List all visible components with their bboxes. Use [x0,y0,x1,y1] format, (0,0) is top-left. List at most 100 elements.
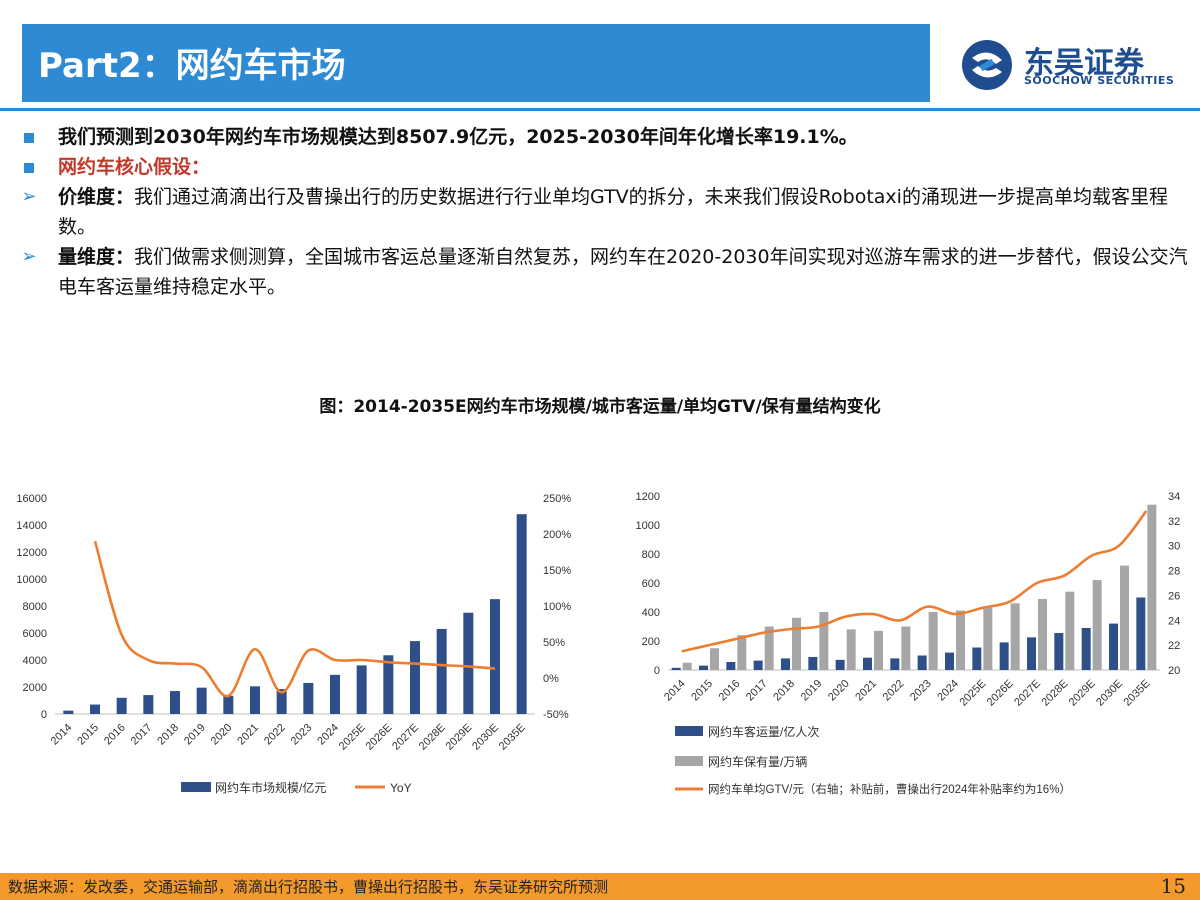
x-tick-label: 2019 [182,722,208,748]
bar-2029E [463,612,474,714]
legend-label-market-size: 网约车市场规模/亿元 [215,780,326,795]
x-tick-label: 2028E [1039,678,1070,709]
y-right-tick-label: 34 [1168,491,1180,503]
bar-2019 [819,612,829,670]
legend-label-gtv: 网约车单均GTV/元（右轴；补贴前，曹操出行2024年补贴率约为16%） [708,782,1071,796]
bar-2020 [835,659,845,670]
bar-2014 [671,667,681,670]
x-tick-label: 2035E [497,722,528,753]
x-tick-label: 2028E [417,722,448,753]
bar-2017 [753,660,763,670]
line-series-right [681,510,1148,653]
y-left-tick-label: 200 [642,636,660,648]
bar-2024 [956,610,965,670]
bar-2015 [699,665,708,670]
bullet-forecast: 我们预测到2030年网约车市场规模达到8507.9亿元，2025-2030年间年… [12,122,1192,152]
bar-2029E [1092,580,1102,670]
page-number: 15 [1160,874,1186,898]
footer-bar: 数据来源：发改委，交通运输部，滴滴出行招股书，曹操出行招股书，东吴证券研究所预测… [0,873,1200,900]
x-tick-label: 2021 [853,678,879,704]
figure-title: 图：2014-2035E网约车市场规模/城市客运量/单均GTV/保有量结构变化 [319,397,881,417]
market-size-chart: 0 2000 4000 6000 8000 10000 12000 14000 16000 -50… [16,493,571,795]
bar-2021 [863,657,872,670]
bullet-list: 我们预测到2030年网约车市场规模达到8507.9亿元，2025-2030年间年… [12,122,1192,302]
y-left-tick-label: 14000 [16,520,47,532]
y-left-tick-label: 1200 [636,491,660,503]
x-tick-label: 2018 [771,678,797,704]
x-tick-label: 2015 [689,678,715,704]
y-right-tick-label: 0% [543,673,559,685]
legend-swatch-passenger-volume [675,726,703,736]
y-left-tick-label: 12000 [16,547,47,559]
bar-2016 [726,662,736,670]
x-tick-label: 2030E [470,722,501,753]
x-tick-label: 2018 [155,722,181,748]
x-tick-label: 2019 [799,678,825,704]
bar-2027E [1027,637,1036,670]
volume-dimension-text: 我们做需求侧测算，全国城市客运总量逐渐自然复苏，网约车在2020-2030年间实… [58,246,1188,298]
y-left-tick-label: 800 [642,549,660,561]
bar-2026E [1010,603,1020,670]
price-dimension-text: 我们通过滴滴出行及曹操出行的历史数据进行行业单均GTV的拆分，未来我们假设Rob… [58,186,1168,238]
bar-2016 [737,635,747,670]
y-right-tick-label: 20 [1168,665,1180,677]
bar-2022 [901,626,911,670]
bar-2019 [808,656,818,670]
forecast-text: 我们预测到2030年网约车市场规模达到8507.9亿元，2025-2030年间年… [58,126,858,148]
bar-2018 [170,691,180,714]
logo-mark-icon [962,40,1012,90]
title-bar: Part2：网约车市场 [22,24,930,102]
y-right-tick-label: 30 [1168,541,1180,553]
arrow-bullet-icon: ➢ [21,186,37,207]
y-left-tick-label: 0 [41,709,47,721]
y-left-tick-label: 8000 [23,601,47,613]
square-bullet-icon [14,152,44,182]
price-dimension-label: 价维度： [58,186,135,208]
y-right-tick-label: 32 [1168,516,1180,528]
x-tick-label: 2025E [337,722,368,753]
bar-2024 [330,674,340,714]
bullet-assumptions: 网约车核心假设： [12,152,1192,182]
bar-2024 [945,652,954,670]
arrow-bullet-icon: ➢ [21,246,37,267]
x-tick-label: 2021 [235,722,261,748]
y-right-tick-label: 50% [543,637,565,649]
y-left-tick-label: 16000 [16,493,47,505]
bar-2029E [1081,627,1091,670]
logo-chinese-name: 东吴证券 [1024,46,1144,81]
x-tick-label: 2030E [1094,678,1125,709]
x-tick-label: 2035E [1121,678,1152,709]
assumptions-heading: 网约车核心假设： [58,156,211,178]
bar-2015 [710,648,719,670]
y-left-tick-label: 400 [642,607,660,619]
y-right-tick-label: 250% [543,493,571,505]
x-tick-label: 2016 [102,722,128,748]
bar-2014 [63,710,74,714]
x-tick-label: 2020 [826,678,852,704]
x-tick-label: 2029E [443,722,474,753]
bar-2028E [1054,633,1064,670]
bar-2018 [781,658,790,670]
bar-2014 [682,662,692,670]
y-right-tick-label: 28 [1168,566,1180,578]
x-tick-label: 2023 [289,722,315,748]
x-tick-label: 2020 [209,722,235,748]
bar-2026E [999,642,1009,670]
legend-label-passenger-volume: 网约车客运量/亿人次 [708,724,819,739]
bar-2030E [1120,565,1129,670]
x-tick-label: 2023 [908,678,934,704]
y-right-tick-label: 150% [543,565,571,577]
x-tick-label: 2017 [744,678,770,704]
bar-2035E [516,514,527,714]
x-tick-label: 2026E [985,678,1016,709]
y-left-tick-label: 600 [642,578,660,590]
x-tick-label: 2016 [717,678,743,704]
bar-2027E [410,641,420,714]
ride-volume-gtv-chart: 0200400600800100012002022242628303234201… [636,491,1181,796]
logo-english-name: SOOCHOW SECURITIES [1024,74,1175,87]
bar-2028E [436,628,447,714]
bar-2020 [846,629,856,670]
bar-2030E [1109,623,1118,670]
bar-2026E [383,655,394,714]
x-tick-label: 2029E [1067,678,1098,709]
